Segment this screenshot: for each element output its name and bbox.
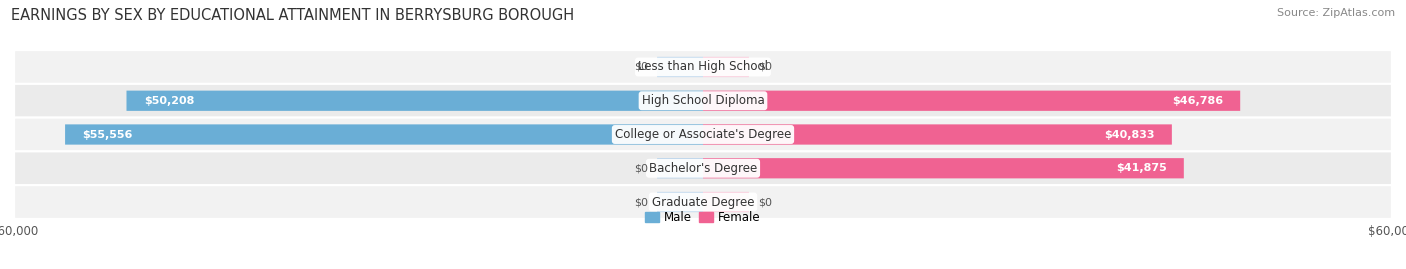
FancyBboxPatch shape xyxy=(703,124,1171,145)
Text: $0: $0 xyxy=(758,197,772,207)
FancyBboxPatch shape xyxy=(14,185,1392,219)
Text: $50,208: $50,208 xyxy=(143,96,194,106)
Text: $55,556: $55,556 xyxy=(83,129,132,140)
Text: $0: $0 xyxy=(634,163,648,173)
FancyBboxPatch shape xyxy=(14,84,1392,118)
FancyBboxPatch shape xyxy=(657,57,703,77)
FancyBboxPatch shape xyxy=(703,192,749,212)
Text: $41,875: $41,875 xyxy=(1116,163,1167,173)
FancyBboxPatch shape xyxy=(65,124,703,145)
Text: $0: $0 xyxy=(634,62,648,72)
FancyBboxPatch shape xyxy=(703,158,1184,178)
Text: $0: $0 xyxy=(634,197,648,207)
Legend: Male, Female: Male, Female xyxy=(641,206,765,228)
Text: College or Associate's Degree: College or Associate's Degree xyxy=(614,128,792,141)
Text: $40,833: $40,833 xyxy=(1104,129,1154,140)
FancyBboxPatch shape xyxy=(703,57,749,77)
FancyBboxPatch shape xyxy=(703,91,1240,111)
FancyBboxPatch shape xyxy=(127,91,703,111)
Text: High School Diploma: High School Diploma xyxy=(641,94,765,107)
Text: EARNINGS BY SEX BY EDUCATIONAL ATTAINMENT IN BERRYSBURG BOROUGH: EARNINGS BY SEX BY EDUCATIONAL ATTAINMEN… xyxy=(11,8,575,23)
Text: Less than High School: Less than High School xyxy=(638,61,768,73)
FancyBboxPatch shape xyxy=(657,158,703,178)
FancyBboxPatch shape xyxy=(14,50,1392,84)
FancyBboxPatch shape xyxy=(14,118,1392,151)
Text: Source: ZipAtlas.com: Source: ZipAtlas.com xyxy=(1277,8,1395,18)
Text: $0: $0 xyxy=(758,62,772,72)
Text: Graduate Degree: Graduate Degree xyxy=(652,196,754,208)
Text: $46,786: $46,786 xyxy=(1171,96,1223,106)
FancyBboxPatch shape xyxy=(657,192,703,212)
FancyBboxPatch shape xyxy=(14,151,1392,185)
Text: Bachelor's Degree: Bachelor's Degree xyxy=(650,162,756,175)
